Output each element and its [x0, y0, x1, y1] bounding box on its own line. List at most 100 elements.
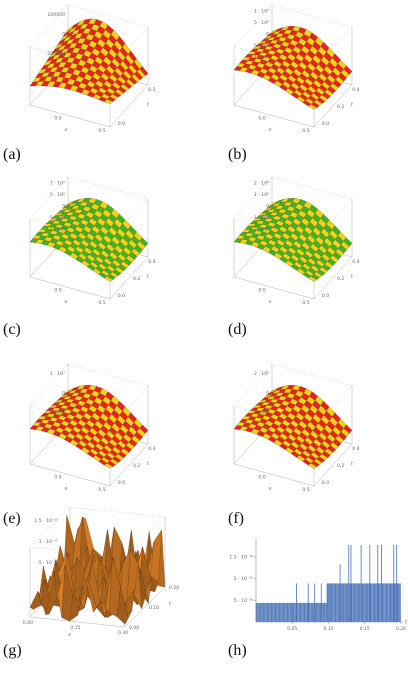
x-tick-label: 0.05	[287, 626, 297, 632]
y-tick-label: 1 · 10⁻¹⁵	[234, 576, 253, 582]
panel-a: 200000 0 -200000 0.0 0.5 x 0.0 0.5 t (a)	[0, 0, 204, 172]
error-chart-h: 5 · 10⁻¹⁶ 1 · 10⁻¹⁵ 1.5 · 10⁻¹⁵ 0.05 0.10 0.1…	[229, 538, 408, 632]
t-axis-label: t	[351, 102, 354, 108]
z-tick-label: 5 · 10⁶	[254, 20, 269, 26]
t-axis-label: t	[351, 274, 354, 280]
z-tick-label: -2 · 10⁸	[252, 227, 269, 233]
panel-label-b: (b)	[228, 146, 247, 163]
z-tick-label: 2 · 10⁸	[254, 371, 269, 377]
z-tick-label: -200000	[46, 51, 65, 57]
axis-box-edge	[271, 363, 353, 387]
axis-box-edge	[271, 4, 353, 28]
x-tick-label: 0.5	[302, 487, 309, 493]
t-tick-label: 0.2	[337, 104, 344, 110]
axis-box-edge	[271, 176, 353, 200]
axis-box-edge	[67, 4, 149, 28]
axis-box-edge	[233, 104, 315, 128]
surface-patch	[29, 81, 39, 87]
axis-box-edge	[69, 506, 166, 518]
x-tick-label: 0.0	[258, 475, 265, 481]
axis-box-edge	[233, 4, 273, 48]
x-axis-label: x	[64, 486, 68, 492]
t-tick-label: 0.4	[352, 446, 359, 452]
z-tick-label: 2 · 10⁸	[254, 180, 269, 186]
surface-patch	[104, 463, 113, 469]
error-surface-group: 1.5 · 10⁻¹⁵ 1 · 10⁻¹⁵ 5 · 10⁻¹⁶ 0 0.00 0.15 0.…	[23, 506, 179, 638]
z-tick-label: 1.5 · 10⁻¹⁵	[34, 518, 58, 524]
panel-h: 5 · 10⁻¹⁶ 1 · 10⁻¹⁵ 1.5 · 10⁻¹⁵ 0.05 0.10 0.1…	[204, 522, 408, 688]
z-tick-label: 5 · 10⁶	[50, 192, 65, 198]
surface-patch	[308, 104, 317, 110]
error-surface-patch	[116, 586, 129, 625]
axis-box-edge	[233, 363, 273, 407]
axis-box-edge	[29, 176, 69, 220]
z-tick-label: -5 · 10⁶	[48, 215, 65, 221]
x-tick-label: 0.5	[98, 300, 105, 306]
z-tick-label: 0	[266, 32, 269, 38]
x-tick-label: 0.20	[396, 626, 406, 632]
z-tick-label: 0	[266, 391, 269, 397]
axis-box-edge	[29, 506, 71, 548]
z-tick-label: 0	[62, 391, 65, 397]
t-tick-label: 0.5	[148, 87, 155, 93]
x-axis-label: t	[405, 620, 408, 626]
t-tick-label: 0.2	[133, 276, 140, 282]
t-tick-label: 0.20	[169, 585, 179, 591]
t-tick-label: 0.0	[322, 480, 329, 486]
z-tick-label: -1 · 10⁷	[252, 55, 269, 61]
x-axis-label: x	[64, 127, 68, 133]
axis-box-edge	[29, 276, 111, 300]
x-axis-label: x	[268, 486, 272, 492]
z-tick-label: 1 · 10⁷	[50, 180, 65, 186]
panel-label-g: (g)	[3, 642, 22, 659]
z-tick-label: -5 · 10⁶	[252, 43, 269, 49]
x-tick-label: 0.0	[54, 475, 61, 481]
z-tick-label: 1 · 10⁻¹⁵	[39, 539, 58, 545]
x-axis-label: x	[268, 127, 272, 133]
panel-label-f: (f)	[228, 510, 244, 527]
x-axis-label: x	[64, 299, 68, 305]
x-axis-label: x	[67, 632, 71, 638]
t-tick-label: 0.4	[148, 446, 155, 452]
axis-box-edge	[313, 256, 353, 300]
axis-box-edge	[67, 176, 149, 200]
panel-label-e: (e)	[3, 510, 21, 527]
z-tick-label: 1 · 10⁷	[254, 8, 269, 14]
panel-b: 1 · 10⁷ 5 · 10⁶ 0 -5 · 10⁶ -1 · 10⁷ 0.0 0.5 x 0.…	[204, 0, 408, 172]
panel-label-c: (c)	[3, 321, 21, 338]
axis-box-edge	[109, 443, 149, 487]
t-axis-label: t	[147, 461, 150, 467]
z-tick-label: -1 · 10⁷	[48, 227, 65, 233]
z-tick-label: 200000	[47, 12, 65, 18]
t-tick-label: 0.00	[129, 625, 139, 631]
x-tick-label: 0.15	[360, 626, 370, 632]
t-tick-label: 0.0	[322, 293, 329, 299]
t-tick-label: 0.0	[322, 121, 329, 127]
panel-d: 2 · 10⁸ 1 · 10⁸ 0 -1 · 10⁸ -2 · 10⁸ 0.0 0.5 x 0.…	[204, 172, 408, 344]
t-tick-label: 0.2	[337, 276, 344, 282]
t-tick-label: 0.10	[149, 605, 159, 611]
y-tick-label: 5 · 10⁻¹⁶	[234, 598, 253, 604]
t-axis-label: t	[169, 601, 172, 607]
t-tick-label: 0.2	[133, 463, 140, 469]
panel-f: 2 · 10⁸ 0 -2 · 10⁸ 0.0 0.5 x 0.0 0.2 0.4 t (f)	[204, 344, 408, 527]
panel-g: 1.5 · 10⁻¹⁵ 1 · 10⁻¹⁵ 5 · 10⁻¹⁶ 0 0.00 0.15 0.…	[0, 506, 204, 688]
axis-box-edge	[109, 256, 149, 300]
axis-box-edge	[29, 104, 111, 128]
axis-box-edge	[29, 616, 126, 628]
x-tick-label: 0.0	[54, 288, 61, 294]
panel-label-h: (h)	[228, 642, 247, 659]
axis-box-edge	[29, 4, 69, 48]
x-tick-label: 0.00	[23, 620, 33, 626]
